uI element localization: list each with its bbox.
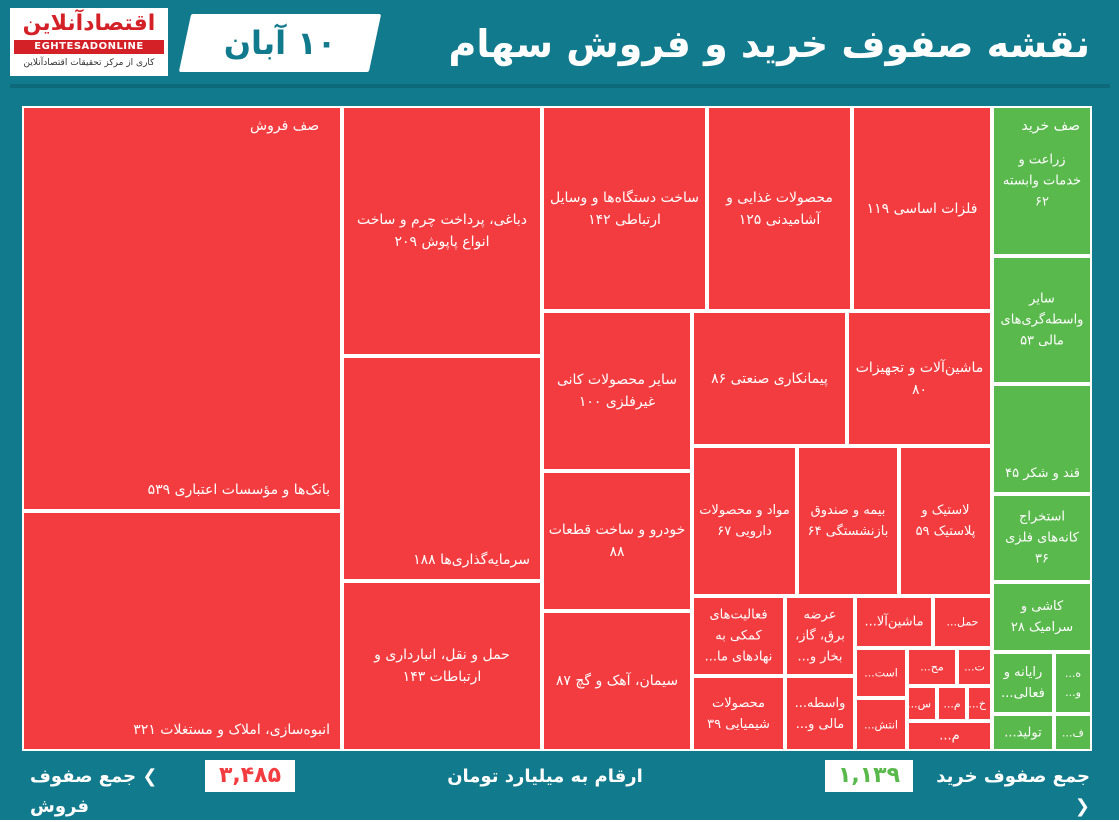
sell-total-value: ۳,۴۸۵: [205, 760, 295, 792]
sell-tile: ماشین‌آلات و تجهیزات ۸۰: [847, 311, 992, 446]
sell-tile: ماشین‌آلا...: [855, 596, 933, 648]
sell-tile: فلزات اساسی ۱۱۹: [852, 106, 992, 311]
sell-tile-label: لاستیک و پلاستیک ۵۹: [915, 503, 976, 539]
sell-total-label: ❯ جمع صفوف فروش: [30, 766, 158, 817]
sell-tile: سایر محصولات کانی غیرفلزی ۱۰۰: [542, 311, 692, 471]
buy-tile: قند و شکر ۴۵: [992, 384, 1092, 494]
sell-tile: حمل و نقل، انبارداری و ارتباطات ۱۴۳: [342, 581, 542, 751]
sell-tile: س...: [907, 686, 937, 721]
sell-tile-label: سایر محصولات کانی غیرفلزی ۱۰۰: [556, 372, 678, 410]
buy-tile: زراعت و خدمات وابسته ۶۲ صف خرید: [992, 106, 1092, 256]
buy-tile-label: ه... و...: [1064, 667, 1082, 699]
sell-tile: دباغی، پرداخت چرم و ساخت انواع پاپوش ۲۰۹: [342, 106, 542, 356]
sell-tile: محصولات شیمیایی ۳۹: [692, 676, 785, 751]
sell-tile-label: انتش...: [864, 718, 898, 731]
sell-tile-label: مح...: [920, 660, 944, 674]
buy-tile: ف...: [1054, 714, 1092, 751]
unit-note: ارقام به میلیارد تومان: [447, 766, 643, 787]
sell-tile: خ...: [967, 686, 992, 721]
date-label: ۱۰ آبان: [223, 24, 337, 62]
sell-tile-label: ساخت دستگاه‌ها و وسایل ارتباطی ۱۴۲: [550, 189, 699, 228]
sell-tile: لاستیک و پلاستیک ۵۹: [899, 446, 992, 596]
sell-tile-label: م...: [939, 728, 960, 744]
buy-tile: استخراج کانه‌های فلزی ۳۶: [992, 494, 1092, 582]
logo-name: اقتصادآنلاین: [22, 11, 156, 36]
page-title: نقشه صفوف خرید و فروش سهام: [448, 22, 1090, 66]
sell-tile-label: عرضه برق، گاز، بخار و...: [795, 607, 845, 665]
sell-tile: ساخت دستگاه‌ها و وسایل ارتباطی ۱۴۲: [542, 106, 707, 311]
logo-tagline: کاری از مرکز تحقیقات اقتصادآنلاین: [23, 58, 155, 68]
sell-tile-label: انبوه‌سازی، املاک و مستغلات ۳۲۱: [133, 722, 330, 738]
sell-tile-label: ماشین‌آلات و تجهیزات ۸۰: [855, 359, 984, 398]
sell-tile-label: حمل...: [946, 615, 979, 629]
buy-tile: رایانه و فعالی...: [992, 652, 1054, 714]
buy-tile-label: قند و شکر ۴۵: [1005, 466, 1080, 481]
buy-tile-label: تولید...: [1004, 725, 1042, 740]
sell-tile: م...: [907, 721, 992, 751]
sell-tile-label: واسطه... مالی و...: [794, 695, 846, 732]
buy-tile-label: رایانه و فعالی...: [1001, 665, 1045, 701]
buy-tile: کاشی و سرامیک ۲۸: [992, 582, 1092, 652]
sell-tile: بانک‌ها و مؤسسات اعتباری ۵۳۹ صف فروش: [22, 106, 342, 511]
sell-tile-label: فعالیت‌های کمکی به نهادهای ما...: [704, 607, 773, 665]
sell-tile-label: ماشین‌آلا...: [864, 614, 924, 630]
sell-tile-label: بانک‌ها و مؤسسات اعتباری ۵۳۹: [147, 482, 330, 498]
sell-tile: حمل...: [933, 596, 992, 648]
sell-tile: واسطه... مالی و...: [785, 676, 855, 751]
sell-tile: خودرو و ساخت قطعات ۸۸: [542, 471, 692, 611]
sell-tile-label: خودرو و ساخت قطعات ۸۸: [548, 522, 686, 560]
sell-tile: م...: [937, 686, 967, 721]
buy-tile: تولید...: [992, 714, 1054, 751]
sell-tile: است...: [855, 648, 907, 698]
sell-tile: انتش...: [855, 698, 907, 751]
sell-tile: سیمان، آهک و گچ ۸۷: [542, 611, 692, 751]
sell-tile-label: محصولات غذایی و آشامیدنی ۱۲۵: [726, 189, 833, 228]
buy-queue-title: صف خرید: [1021, 118, 1080, 134]
sell-tile-label: دباغی، پرداخت چرم و ساخت انواع پاپوش ۲۰۹: [356, 212, 528, 250]
buy-total-value: ۱,۱۳۹: [825, 760, 913, 792]
sell-tile-label: محصولات شیمیایی ۳۹: [707, 695, 770, 732]
sell-tile: مح...: [907, 648, 957, 686]
buy-total-label: جمع صفوف خرید ❮: [936, 766, 1090, 817]
sell-tile: مواد و محصولات دارویی ۶۷: [692, 446, 797, 596]
buy-tile-label: استخراج کانه‌های فلزی ۳۶: [1005, 509, 1079, 567]
buy-tile: ه... و...: [1054, 652, 1092, 714]
buy-tile-label: ف...: [1062, 726, 1084, 739]
sell-tile-label: خ...: [968, 697, 986, 710]
sell-tile-label: است...: [864, 666, 898, 680]
buy-tile-label: سایر واسطه‌گری‌های مالی ۵۳: [1000, 291, 1084, 349]
buy-tile: سایر واسطه‌گری‌های مالی ۵۳: [992, 256, 1092, 384]
sell-tile-label: حمل و نقل، انبارداری و ارتباطات ۱۴۳: [374, 647, 510, 685]
logo-latin: EGHTESADONLINE: [14, 40, 164, 54]
sell-tile: ت...: [957, 648, 992, 686]
sell-tile-label: م...: [943, 697, 961, 710]
sell-tile: فعالیت‌های کمکی به نهادهای ما...: [692, 596, 785, 676]
sell-tile-label: بیمه و صندوق بازنشستگی ۶۴: [807, 503, 889, 539]
sell-tile-label: مواد و محصولات دارویی ۶۷: [699, 503, 790, 539]
sell-tile: سرمایه‌گذاری‌ها ۱۸۸: [342, 356, 542, 581]
buy-tile-label: زراعت و خدمات وابسته ۶۲: [1002, 152, 1082, 210]
sell-tile: محصولات غذایی و آشامیدنی ۱۲۵: [707, 106, 852, 311]
sell-tile: انبوه‌سازی، املاک و مستغلات ۳۲۱: [22, 511, 342, 751]
sell-tile: عرضه برق، گاز، بخار و...: [785, 596, 855, 676]
sell-tile-label: سرمایه‌گذاری‌ها ۱۸۸: [413, 552, 530, 568]
buy-tile-label: کاشی و سرامیک ۲۸: [1010, 599, 1074, 635]
treemap: بانک‌ها و مؤسسات اعتباری ۵۳۹ صف فروش انبوه…: [22, 106, 1092, 751]
sell-tile: پیمانکاری صنعتی ۸۶: [692, 311, 847, 446]
header-divider: [10, 84, 1110, 88]
sell-queue-title: صف فروش: [250, 118, 320, 134]
sell-tile-label: س...: [907, 697, 931, 710]
sell-tile: بیمه و صندوق بازنشستگی ۶۴: [797, 446, 899, 596]
sell-tile-label: پیمانکاری صنعتی ۸۶: [711, 370, 828, 387]
sell-tile-label: سیمان، آهک و گچ ۸۷: [555, 673, 679, 689]
sell-tile-label: فلزات اساسی ۱۱۹: [866, 200, 978, 217]
sell-tile-label: ت...: [964, 660, 985, 674]
